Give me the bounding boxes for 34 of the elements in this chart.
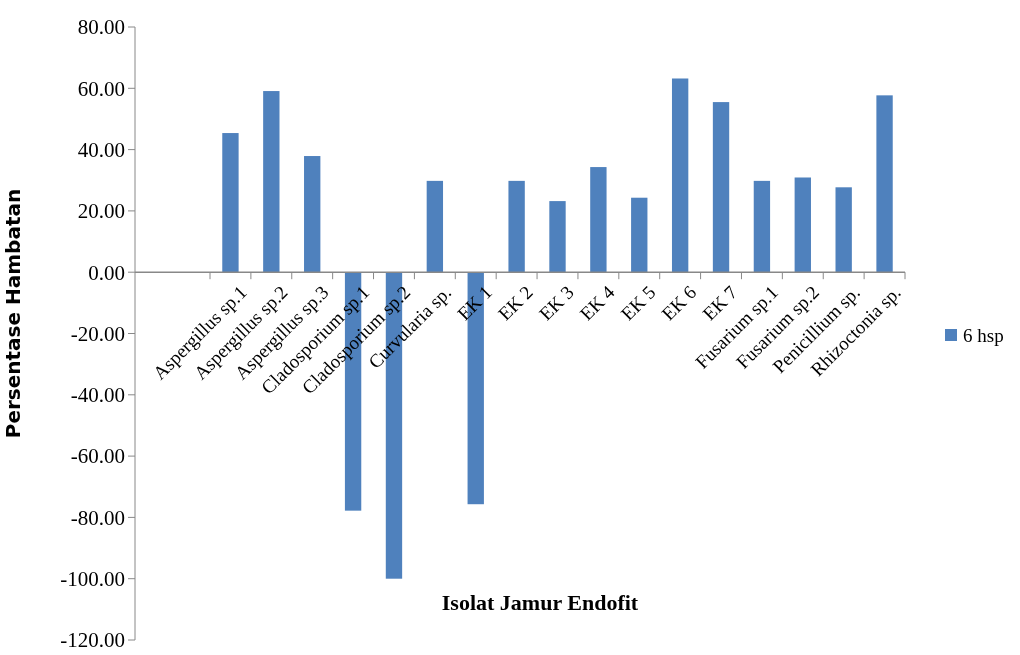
y-tick-label: -60.00	[70, 444, 125, 469]
y-tick-label: -100.00	[60, 567, 125, 592]
y-tick-label: 40.00	[77, 137, 125, 162]
y-tick-label: -20.00	[70, 321, 125, 346]
legend-label: 6 hsp	[963, 324, 1004, 346]
bar	[835, 187, 852, 273]
y-tick-label: 0.00	[88, 260, 125, 285]
x-tick-label: EK 6	[657, 281, 701, 325]
bar	[222, 133, 239, 273]
x-tick-label: EK 2	[494, 281, 537, 325]
y-tick-label: 20.00	[77, 199, 125, 224]
y-tick-label: -40.00	[70, 383, 125, 408]
bar	[263, 91, 280, 273]
bar	[876, 95, 893, 273]
y-tick-label: -120.00	[60, 628, 125, 653]
bar	[508, 180, 525, 273]
bar	[712, 102, 730, 273]
bar	[590, 167, 607, 273]
bar	[794, 177, 811, 273]
x-axis-title: Isolat Jamur Endofit	[441, 590, 639, 615]
bar	[671, 78, 689, 273]
y-axis-title: Persentase Hambatan	[1, 188, 25, 439]
y-tick-label: 60.00	[77, 76, 125, 101]
x-tick-label: EK 1	[453, 281, 496, 325]
bar	[631, 197, 648, 273]
x-tick-label: EK 5	[616, 281, 660, 325]
bar	[304, 156, 321, 273]
bar	[426, 180, 444, 273]
bar	[753, 180, 771, 273]
x-tick-label: EK 3	[534, 281, 578, 325]
y-tick-label: -80.00	[70, 505, 125, 530]
bar	[549, 201, 566, 273]
x-tick-label: EK 4	[575, 281, 619, 325]
y-tick-label: 80.00	[77, 15, 125, 40]
